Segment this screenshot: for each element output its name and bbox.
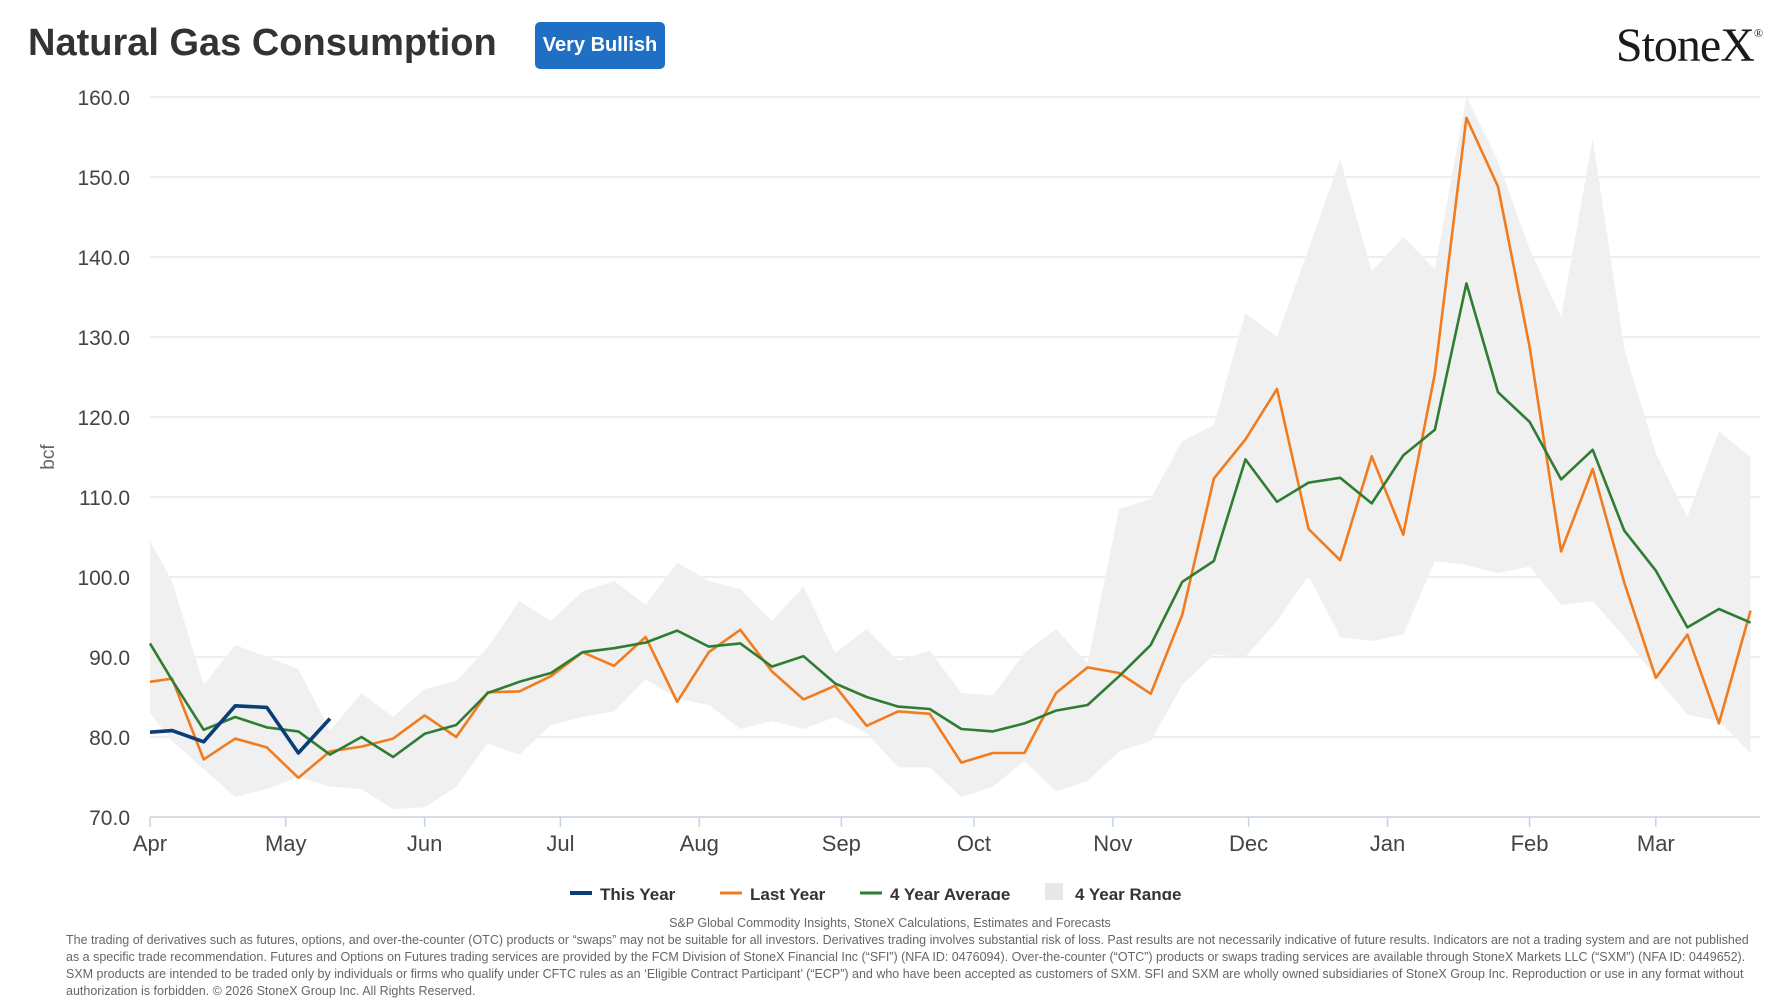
legend: This Year Last Year 4 Year Average 4 Year R…: [570, 883, 1181, 900]
y-tick-label: 130.0: [77, 327, 130, 350]
y-tick-label: 160.0: [77, 87, 130, 110]
y-tick-label: 110.0: [79, 487, 130, 510]
x-tick-label: Feb: [1511, 831, 1549, 856]
sentiment-badge: Very Bullish: [535, 22, 665, 69]
this-year-line: [149, 703, 332, 755]
source-note: S&P Global Commodity Insights, StoneX Ca…: [669, 916, 1111, 930]
x-tick-label: Jun: [407, 831, 442, 856]
legend-swatch-4-year-range: [1045, 883, 1063, 900]
x-tick-label: Jul: [546, 831, 574, 856]
y-tick-label: 150.0: [77, 167, 130, 190]
y-tick-label: 80.0: [89, 727, 130, 750]
legend-label-4-year-average: 4 Year Average: [890, 885, 1010, 900]
y-tick-label: 90.0: [89, 647, 130, 670]
legend-label-this-year: This Year: [600, 885, 676, 900]
x-tick-label: Mar: [1637, 831, 1675, 856]
x-tick-label: Jan: [1370, 831, 1405, 856]
series-lines-layer: [148, 116, 1752, 780]
axes-layer: 70.0 80.0 90.0 100.0 110.0 120.0 130.0 140.0 150…: [38, 87, 1760, 856]
chart-svg: 70.0 80.0 90.0 100.0 110.0 120.0 130.0 140.0 150…: [38, 87, 1760, 900]
logo-text: StoneX: [1615, 19, 1755, 72]
last-year-line: [149, 116, 1752, 780]
x-tick-label: Aug: [680, 831, 719, 856]
stonex-logo: StoneX®: [1615, 18, 1763, 73]
x-tick-label: Apr: [133, 831, 167, 856]
y-tick-label: 120.0: [77, 407, 130, 430]
y-tick-label: 70.0: [89, 807, 130, 830]
registered-mark: ®: [1753, 26, 1763, 40]
disclaimer-text: The trading of derivatives such as futur…: [66, 933, 1749, 998]
range-area-layer: [150, 97, 1751, 809]
4-year-average-line: [148, 282, 1752, 759]
page-title: Natural Gas Consumption: [28, 22, 497, 64]
legend-label-last-year: Last Year: [750, 885, 826, 900]
x-tick-label: Dec: [1229, 831, 1268, 856]
y-tick-label: 140.0: [77, 247, 130, 270]
x-tick-label: May: [265, 831, 307, 856]
four-year-range-area: [150, 97, 1751, 809]
legend-label-4-year-range: 4 Year Range: [1075, 885, 1181, 900]
x-tick-label: Oct: [957, 831, 991, 856]
y-axis-label: bcf: [38, 444, 59, 470]
x-tick-label: Sep: [822, 831, 861, 856]
y-tick-label: 100.0: [77, 567, 130, 590]
x-tick-label: Nov: [1093, 831, 1132, 856]
